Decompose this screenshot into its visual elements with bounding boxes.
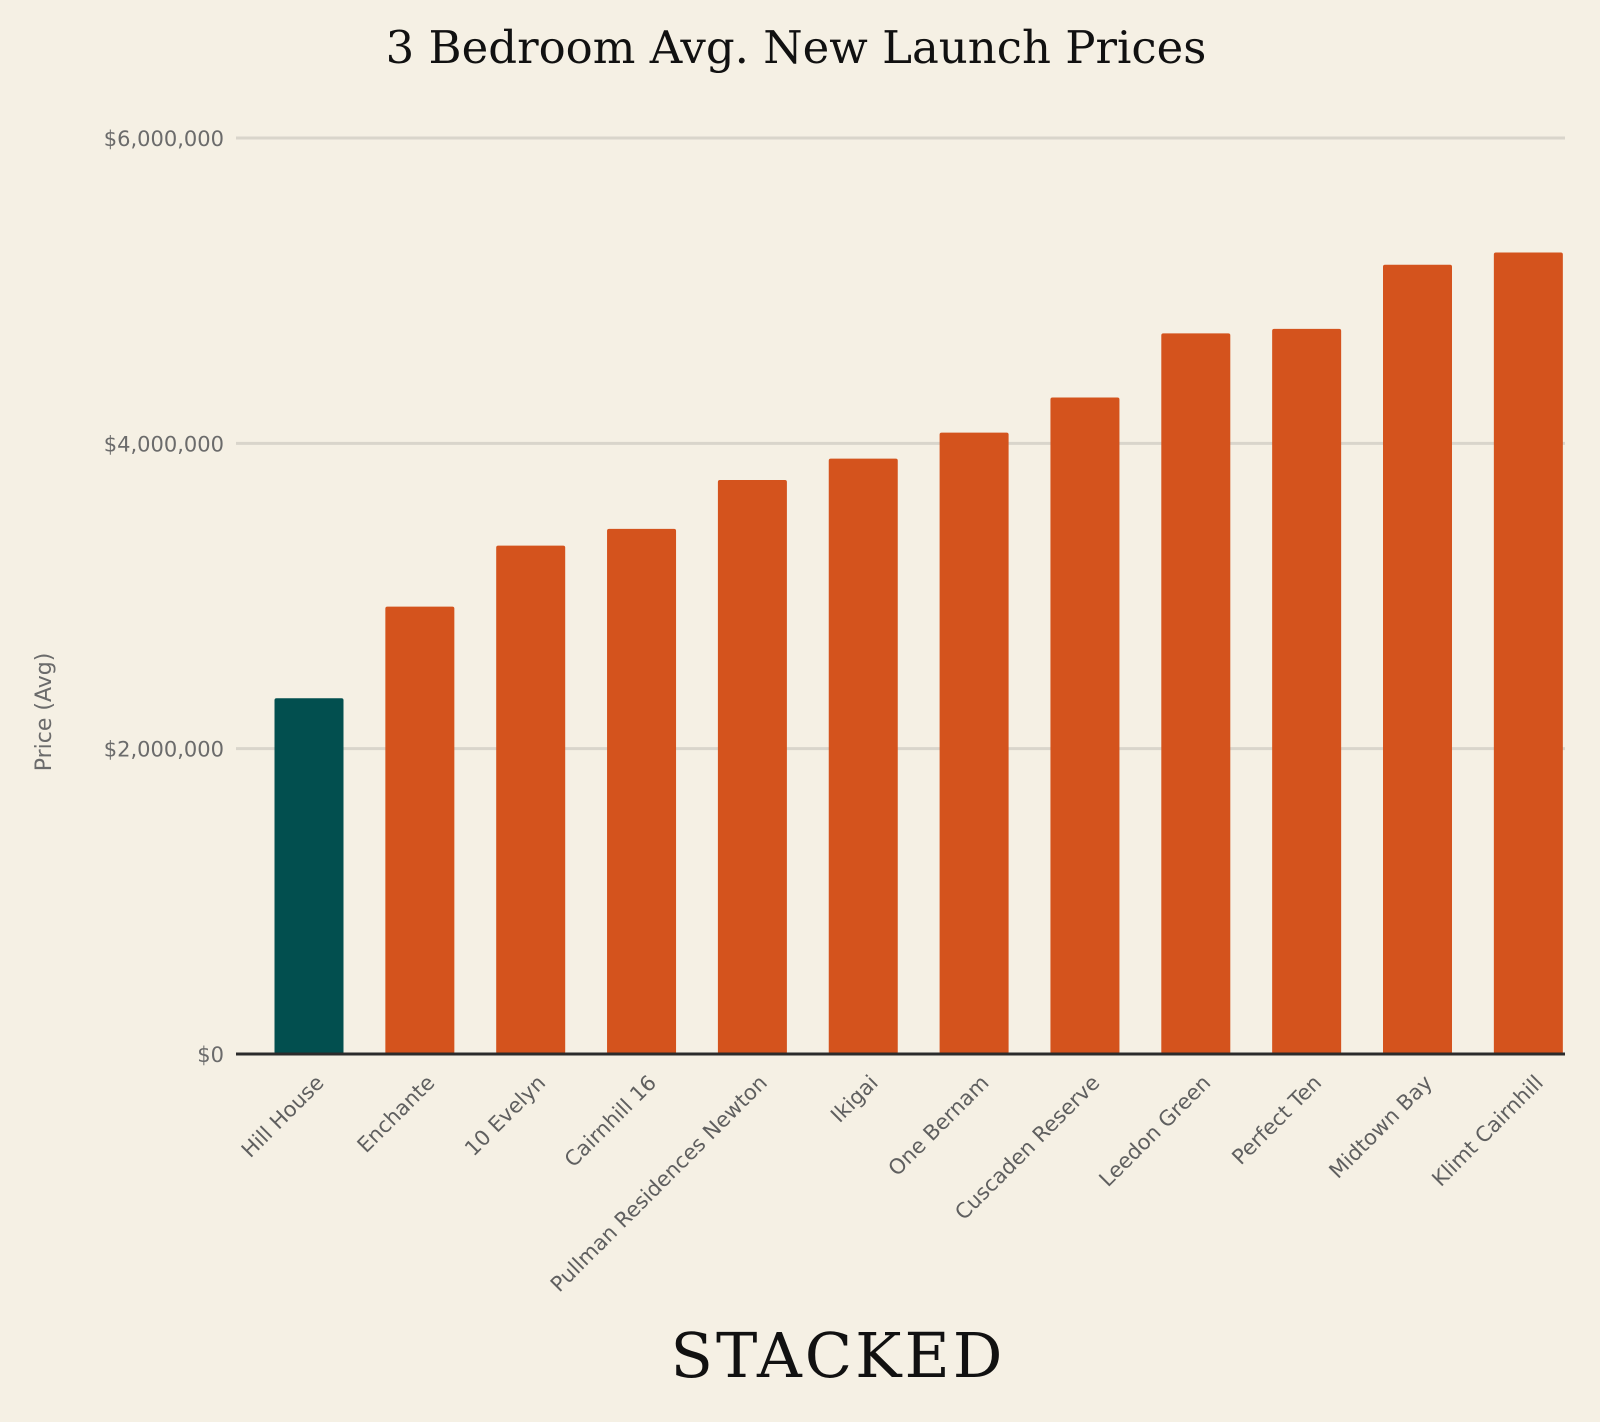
x-category-label: Midtown Bay [1324, 1071, 1437, 1184]
x-category-label: Enchante [353, 1071, 440, 1158]
y-axis-tick-labels: $0 $2,000,000 $4,000,000 $6,000,000 [104, 127, 224, 1067]
y-tick-label: $0 [197, 1043, 224, 1067]
bar-perfect-ten [1272, 328, 1342, 1054]
y-tick-label: $2,000,000 [104, 738, 224, 762]
bars [274, 252, 1563, 1055]
x-category-label: Cairnhill 16 [560, 1071, 661, 1172]
bar-one-bernam [939, 432, 1009, 1054]
bar-cuscaden-reserve [1050, 397, 1120, 1054]
bar-cairnhill-16 [607, 528, 677, 1054]
bar-pullman-residences-newton [717, 479, 787, 1054]
x-category-label: Klimt Cairnhill [1427, 1071, 1548, 1192]
bar-klimt-cairnhill [1493, 252, 1563, 1054]
x-category-label: Leedon Green [1094, 1071, 1215, 1192]
x-axis-category-labels: Hill House Enchante 10 Evelyn Cairnhill 16P… [237, 1071, 1548, 1297]
bar-enchante [385, 606, 455, 1054]
grid-lines [236, 136, 1565, 751]
bar-leedon-green [1161, 333, 1231, 1054]
x-category-label: Ikigai [826, 1071, 883, 1128]
bar-midtown-bay [1383, 264, 1452, 1054]
y-tick-label: $6,000,000 [104, 127, 224, 151]
bar-hill-house [274, 698, 344, 1054]
x-category-label: Pullman Residences Newton [546, 1071, 772, 1297]
brand-logo: STACKED [671, 1319, 1006, 1392]
x-category-label: Perfect Ten [1227, 1071, 1326, 1170]
y-tick-label: $4,000,000 [104, 432, 224, 456]
chart-title: 3 Bedroom Avg. New Launch Prices [386, 21, 1207, 74]
x-category-label: Hill House [237, 1071, 329, 1163]
bar-10-evelyn [496, 545, 566, 1054]
y-axis-title: Price (Avg) [32, 653, 57, 772]
x-category-label: 10 Evelyn [460, 1071, 550, 1161]
x-category-label: One Bernam [884, 1071, 994, 1181]
bar-ikigai [828, 458, 898, 1055]
